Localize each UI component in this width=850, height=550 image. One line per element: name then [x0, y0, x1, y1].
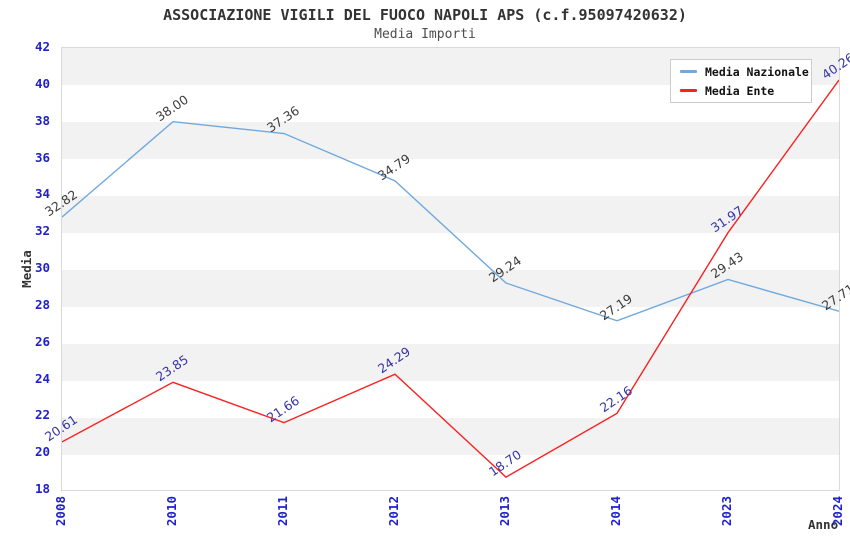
x-tick-label: 2010: [164, 496, 179, 527]
legend-label: Media Nazionale: [705, 64, 809, 79]
line-media-nazionale: [62, 120, 839, 322]
y-tick-label: 34: [34, 186, 50, 202]
legend-line-swatch-icon: [680, 89, 697, 92]
y-tick-label: 18: [34, 481, 50, 496]
y-tick-label: 42: [34, 39, 50, 54]
x-tick-label: 2013: [497, 496, 512, 527]
y-tick-label: 30: [34, 260, 50, 275]
legend-label: Media Ente: [705, 83, 775, 98]
line-media-ente: [62, 79, 839, 478]
y-tick-label: 38: [34, 112, 50, 128]
x-axis-label: Anno: [808, 517, 839, 532]
chart-title: ASSOCIAZIONE VIGILI DEL FUOCO NAPOLI APS…: [163, 6, 687, 24]
y-tick-label: 32: [34, 223, 50, 239]
legend-item-media-ente: Media Ente: [671, 84, 811, 98]
legend-line-swatch-icon: [680, 70, 697, 73]
chart-subtitle: Media Importi: [374, 27, 476, 42]
y-tick-label: 20: [34, 444, 50, 460]
x-tick-label: 2024: [830, 496, 845, 527]
y-tick-label: 36: [34, 149, 50, 165]
x-tick-label: 2011: [275, 496, 290, 527]
legend: Media Nazionale Media Ente: [670, 59, 812, 103]
y-tick-label: 26: [34, 333, 50, 349]
y-tick-label: 28: [34, 296, 50, 312]
y-tick-label: 22: [34, 407, 50, 423]
x-tick-label: 2023: [719, 496, 734, 527]
legend-item-media-nazionale: Media Nazionale: [671, 65, 811, 79]
y-tick-label: 24: [34, 370, 50, 386]
plot-area: [61, 47, 840, 491]
line-series-svg: [62, 79, 839, 478]
x-tick-label: 2012: [386, 496, 401, 527]
x-tick-label: 2008: [53, 496, 68, 527]
x-tick-label: 2014: [608, 496, 623, 527]
y-tick-label: 40: [34, 75, 50, 91]
